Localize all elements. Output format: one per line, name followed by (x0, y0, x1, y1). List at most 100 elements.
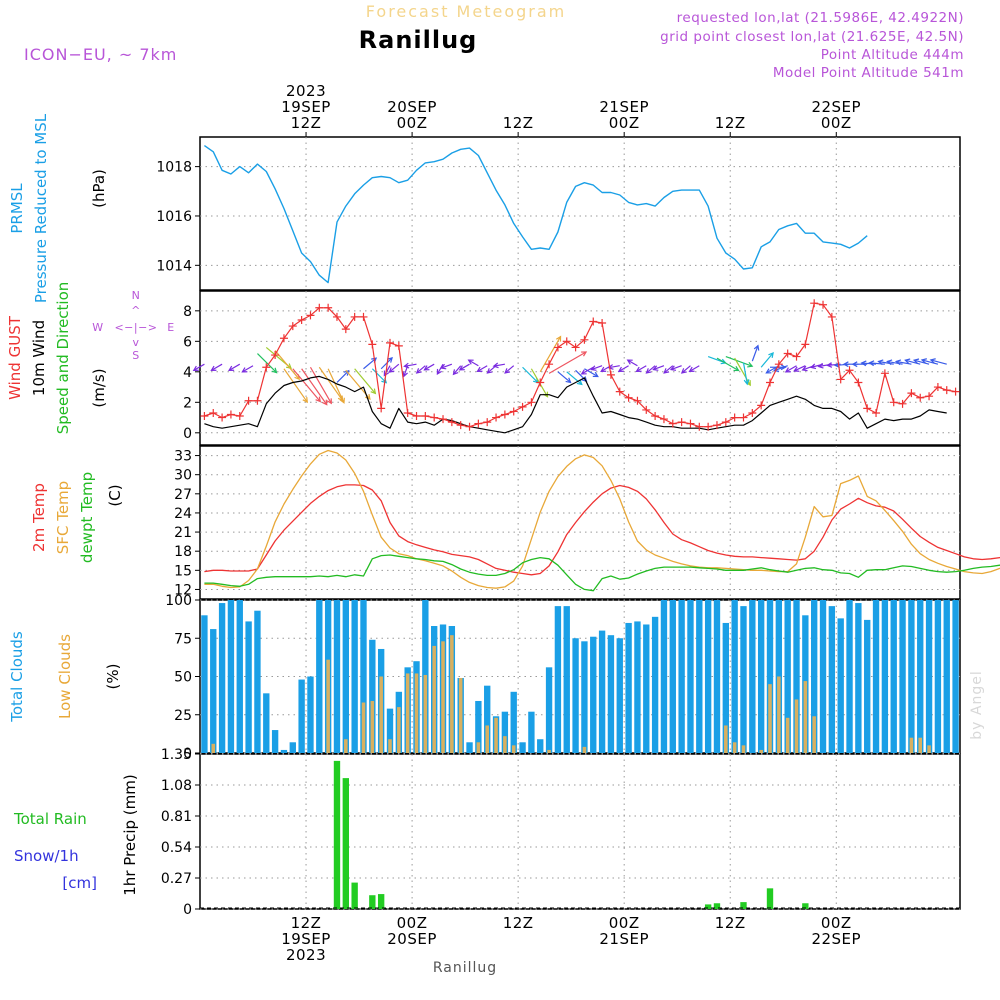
wind-gust-marker (845, 366, 854, 375)
total-cloud-bar (678, 600, 685, 753)
wind-ytick-label: 0 (183, 426, 192, 442)
compass-west: W (92, 321, 103, 334)
wind-gust-marker (359, 312, 368, 321)
rain-bar (351, 882, 358, 909)
wind-direction-arrow (887, 360, 903, 365)
precip-panel (199, 753, 961, 910)
total-cloud-bar (881, 600, 889, 753)
total-cloud-bar (713, 600, 721, 753)
rain-bar (802, 903, 809, 909)
wind-direction-arrow (228, 363, 241, 371)
wind-arrow-head (467, 359, 474, 365)
total-cloud-bar (271, 730, 279, 753)
wind-gust-marker (492, 413, 501, 422)
total-cloud-bar (545, 667, 553, 753)
wind-ytick-label: 4 (183, 365, 192, 381)
forecast-heading: Forecast Meteogram (366, 2, 566, 21)
wind-arrow-head (576, 379, 583, 386)
total-cloud-bar (298, 679, 305, 753)
wind-direction-arrow (242, 365, 254, 373)
wind-arrow-head (626, 359, 633, 365)
pressure-label-line: Pressure Reduced to MSL (32, 113, 50, 303)
wind-gust-marker (880, 369, 889, 378)
total-cloud-bar (793, 600, 800, 753)
rain-bar (369, 895, 376, 909)
wind-arrow-head (228, 365, 235, 371)
footer-station: Ranillug (433, 960, 497, 976)
wind-arrow-head (402, 371, 408, 378)
wind-arrow-head (753, 344, 760, 351)
total-cloud-bar (572, 638, 579, 753)
total-cloud-bar (236, 600, 243, 753)
wind-arrow-head (403, 362, 410, 369)
low-cloud-bar (503, 736, 507, 753)
wind-gust-marker (739, 413, 748, 422)
wind-direction-arrow (389, 363, 400, 373)
wind-gust-marker (933, 383, 942, 392)
total-cloud-bar (757, 600, 765, 753)
low-cloud-bar (741, 745, 746, 753)
wind-arrow-head (555, 335, 562, 342)
watermark: by Angel (969, 670, 985, 739)
precip-labels: Total Rain Snow/1h [cm] 1hr Precip (mm) (13, 774, 139, 895)
wind-direction-arrow (441, 363, 453, 369)
wind-gust-marker (306, 311, 315, 320)
temperature-labels: 2m Temp SFC Temp dewpt Temp (C) (30, 472, 124, 563)
wind-direction-arrow (878, 360, 894, 365)
wind-ytick-label: 2 (183, 395, 192, 411)
wind-gust-marker (889, 398, 898, 407)
temperature-ytick-label: 21 (174, 525, 192, 541)
precip-ytick-label: 1.35 (161, 747, 192, 763)
wind-arrow-head (210, 365, 217, 371)
low-cloud-bar (397, 707, 401, 753)
wind-gust-marker (898, 399, 907, 408)
wind-direction-arrow (436, 363, 444, 375)
wind-gust-marker (509, 407, 518, 416)
wind-arrow-head (504, 368, 511, 374)
total-cloud-bar (386, 708, 394, 753)
precip-ylabel: 1hr Precip (mm) (121, 774, 139, 895)
wind-direction-arrow (636, 365, 647, 372)
wind-arrow-head (415, 368, 422, 374)
wind-direction-arrow (921, 359, 939, 365)
total-cloud-bar (360, 600, 367, 753)
low-cloud-bar (326, 659, 330, 753)
clouds-ytick-label: 0 (183, 746, 192, 762)
temperature-label-line: SFC Temp (54, 481, 72, 554)
temperature-ytick-label: 15 (174, 563, 192, 579)
wind-arrow-head (894, 359, 902, 366)
wind-direction-arrow (292, 368, 321, 402)
precip-legend-line: Snow/1h (14, 847, 79, 865)
wind-arrow-head (842, 361, 849, 368)
precip-legend-line: [cm] (62, 874, 97, 892)
time-top-label: 12Z (715, 114, 746, 132)
total-cloud-bar (731, 600, 738, 753)
total-cloud-bar (917, 600, 924, 753)
temperature-label-line: dewpt Temp (78, 472, 96, 563)
wind-gust-marker (483, 418, 492, 427)
wind-arrow-head (868, 360, 875, 367)
pressure-ytick-label: 1014 (156, 258, 192, 274)
wind-arrow-head (600, 366, 607, 372)
wind-gust-marker (589, 317, 598, 326)
model-label: ICON−EU, ~ 7km (24, 45, 177, 64)
total-cloud-bar (837, 618, 844, 753)
wind-gust-marker (925, 392, 934, 401)
wind-gust-marker (315, 303, 324, 312)
wind-arrow-head (302, 397, 308, 404)
wind-arrow-head (860, 360, 867, 367)
clouds-label-line: Total Clouds (8, 631, 26, 723)
time-top-label: 2023 (286, 82, 326, 100)
wind-direction-arrow (336, 370, 350, 383)
low-cloud-bar (547, 749, 551, 753)
wind-compass: N ^ W <−|−> E v S (92, 289, 174, 362)
total-cloud-bar (784, 600, 791, 753)
total-cloud-bar (245, 621, 252, 753)
time-top-label: 00Z (821, 114, 852, 132)
wind-direction-arrow (193, 363, 205, 371)
wind-gust-marker (262, 363, 271, 372)
temperature-ytick-label: 27 (174, 487, 192, 503)
wind-arrow-head (747, 362, 754, 368)
wind-direction-arrow (380, 357, 393, 370)
